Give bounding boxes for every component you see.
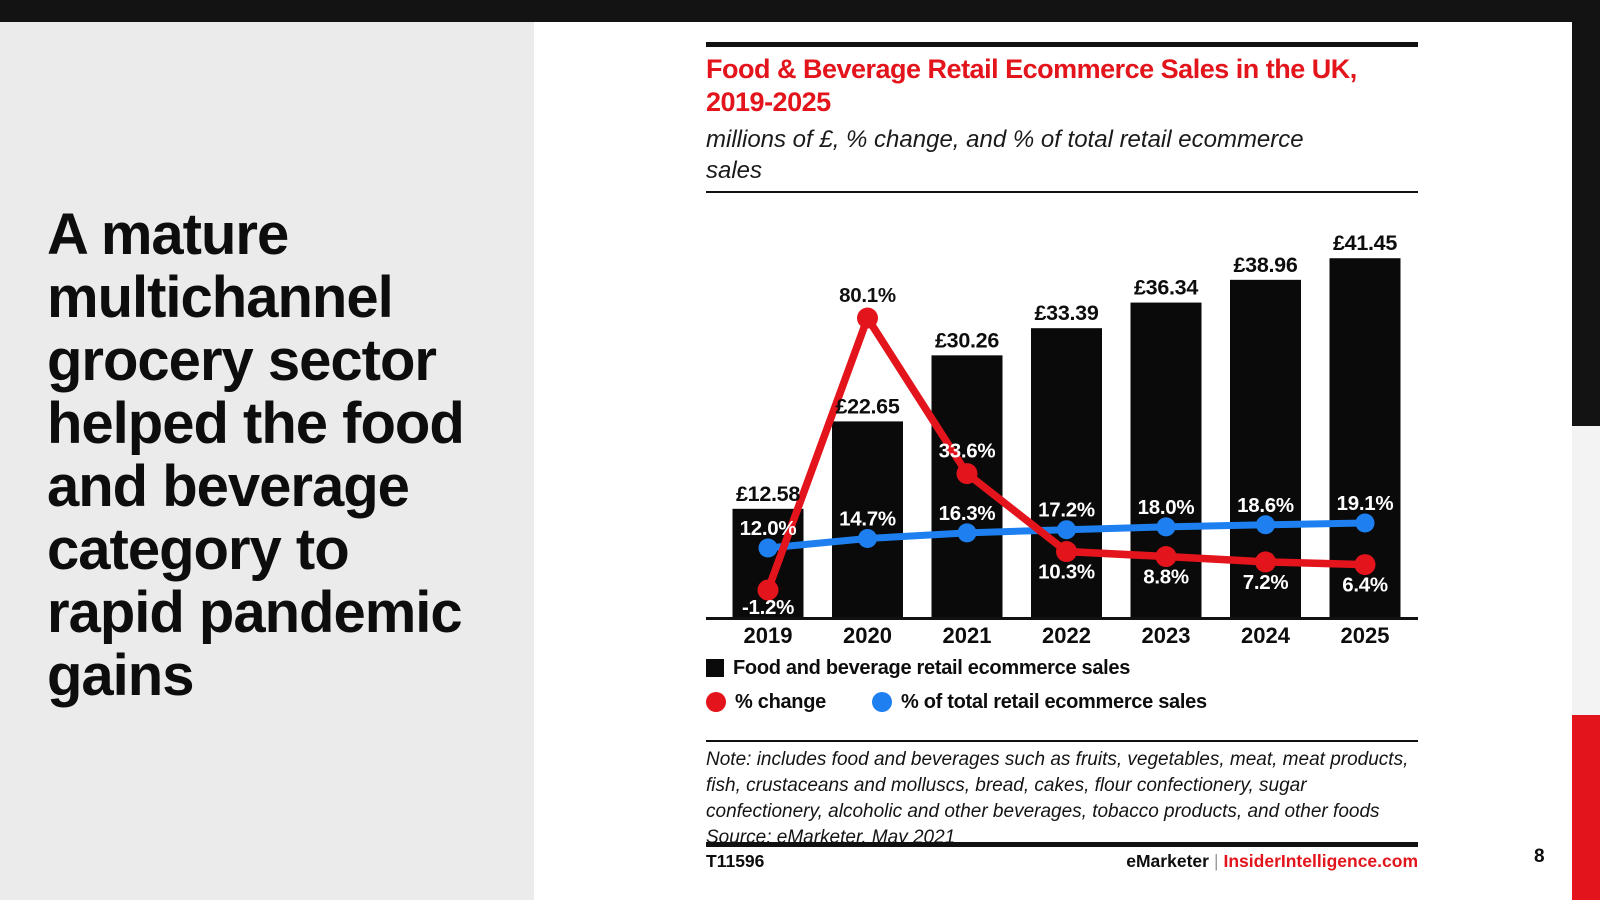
- x-tick-label: 2021: [943, 623, 992, 648]
- bar-value-label: £22.65: [836, 394, 900, 418]
- brand-emarketer: eMarketer: [1126, 851, 1209, 871]
- brand-site-link: InsiderIntelligence.com: [1223, 851, 1419, 871]
- x-tick-label: 2024: [1241, 623, 1291, 648]
- left-gray-panel: [0, 22, 534, 900]
- pct-change-label: 10.3%: [1038, 561, 1095, 584]
- bar-value-label: £33.39: [1035, 301, 1099, 325]
- pct-total-label: 16.3%: [939, 502, 996, 525]
- pct-total-dot-icon: [871, 692, 892, 712]
- brand-separator-icon: |: [1213, 851, 1219, 871]
- pct-total-point-2023: [1156, 517, 1176, 537]
- pct-change-label: 80.1%: [839, 284, 896, 307]
- pct-change-label: -1.2%: [742, 596, 794, 619]
- pct-change-label: 7.2%: [1243, 571, 1289, 594]
- pct-change-dot-icon: [706, 692, 726, 712]
- pct-total-point-2022: [1057, 520, 1076, 540]
- legend-item-pct-change: % change: [706, 691, 826, 714]
- pct-change-point-2019: [757, 579, 779, 601]
- chart-footer: T11596 eMarketer | InsiderIntelligence.com: [706, 851, 1418, 872]
- headline-line: rapid pandemic: [47, 580, 463, 645]
- note-top-rule: [706, 740, 1418, 742]
- pct-change-label: 33.6%: [939, 440, 996, 463]
- pct-total-label: 17.2%: [1038, 499, 1095, 522]
- chart-legend: Food and beverage retail ecommerce sales…: [706, 653, 1418, 721]
- chart-id: T11596: [706, 851, 765, 871]
- pct-change-point-2022: [1056, 541, 1077, 563]
- legend-label-pct-change: % change: [735, 690, 826, 713]
- headline-line: gains: [47, 643, 195, 708]
- x-tick-label: 2019: [744, 623, 793, 648]
- bar-2021: [931, 355, 1003, 618]
- headline-line: grocery sector: [47, 328, 437, 393]
- headline-line: multichannel: [47, 265, 394, 330]
- chart-top-rule: [706, 42, 1418, 47]
- pct-change-point-2021: [956, 463, 978, 485]
- chart-note: Note: includes food and beverages such a…: [706, 749, 1409, 822]
- pct-change-point-2025: [1354, 554, 1376, 576]
- bar-value-label: £36.34: [1134, 276, 1198, 300]
- chart-note-block: Note: includes food and beverages such a…: [706, 747, 1416, 851]
- slide-headline: A mature multichannel grocery sector helped…: [47, 203, 527, 707]
- pct-total-label: 18.0%: [1138, 496, 1195, 519]
- right-edge-red-bar: [1572, 715, 1600, 900]
- headline-line: helped the food: [47, 391, 465, 456]
- legend-label-pct-total: % of total retail ecommerce sales: [900, 690, 1207, 713]
- pct-change-point-2020: [857, 307, 878, 329]
- bar-value-label: £41.45: [1333, 231, 1397, 255]
- top-black-band: [0, 0, 1600, 22]
- pct-total-label: 12.0%: [740, 517, 797, 540]
- combo-chart: £12.58 £22.65 £30.26 £33.39 £36.34 £38.96 £41.…: [706, 231, 1418, 648]
- pct-total-label: 14.7%: [839, 507, 896, 530]
- bar-value-label: £38.96: [1234, 253, 1298, 277]
- chart-title: Food & Beverage Retail Ecommerce Sales i…: [706, 54, 1357, 117]
- headline-line: A mature: [47, 202, 289, 267]
- chart-source: Source: eMarketer, May 2021: [706, 827, 956, 848]
- x-tick-label: 2020: [843, 623, 892, 648]
- legend-item-bars: Food and beverage retail ecommerce sales: [706, 657, 1130, 680]
- pct-change-label: 6.4%: [1342, 574, 1388, 597]
- legend-item-pct-total: % of total retail ecommerce sales: [871, 690, 1207, 714]
- bar-2022: [1031, 328, 1102, 618]
- legend-label-bars: Food and beverage retail ecommerce sales: [733, 656, 1131, 679]
- chart-subtitle: millions of £, % change, and % of total …: [706, 126, 1304, 184]
- bar-value-label: £30.26: [935, 328, 999, 352]
- brand-line: eMarketer | InsiderIntelligence.com: [1126, 851, 1418, 872]
- pct-change-label: 8.8%: [1143, 566, 1189, 589]
- x-tick-label: 2025: [1341, 623, 1390, 648]
- bar-2020: [832, 421, 903, 618]
- page-number: 8: [1534, 846, 1545, 867]
- right-edge-gray-bar: [1572, 426, 1600, 715]
- pct-change-point-2023: [1155, 546, 1177, 568]
- pct-total-label: 18.6%: [1237, 494, 1294, 517]
- chart-header-rule: [706, 191, 1418, 193]
- pct-change-point-2024: [1255, 551, 1276, 573]
- headline-line: category to: [47, 517, 350, 582]
- right-edge-black-bar: [1572, 22, 1600, 426]
- bar-series-swatch-icon: [706, 659, 724, 677]
- legend-row-bars: Food and beverage retail ecommerce sales: [706, 653, 1418, 683]
- x-tick-label: 2022: [1042, 623, 1091, 648]
- pct-total-label: 19.1%: [1337, 492, 1394, 515]
- footer-rule: [706, 842, 1418, 847]
- pct-total-point-2021: [957, 523, 977, 543]
- x-tick-label: 2023: [1142, 623, 1191, 648]
- pct-total-point-2020: [858, 528, 877, 548]
- headline-line: and beverage: [47, 454, 410, 519]
- chart-area: £12.58 £22.65 £30.26 £33.39 £36.34 £38.96 £41.…: [706, 200, 1418, 655]
- legend-row-lines: % change % of total retail ecommerce sal…: [706, 687, 1418, 717]
- pct-total-point-2024: [1256, 515, 1275, 535]
- pct-total-point-2025: [1355, 513, 1375, 533]
- bar-value-label: £12.58: [736, 482, 800, 506]
- pct-total-point-2019: [758, 538, 778, 558]
- x-axis: [706, 617, 1418, 620]
